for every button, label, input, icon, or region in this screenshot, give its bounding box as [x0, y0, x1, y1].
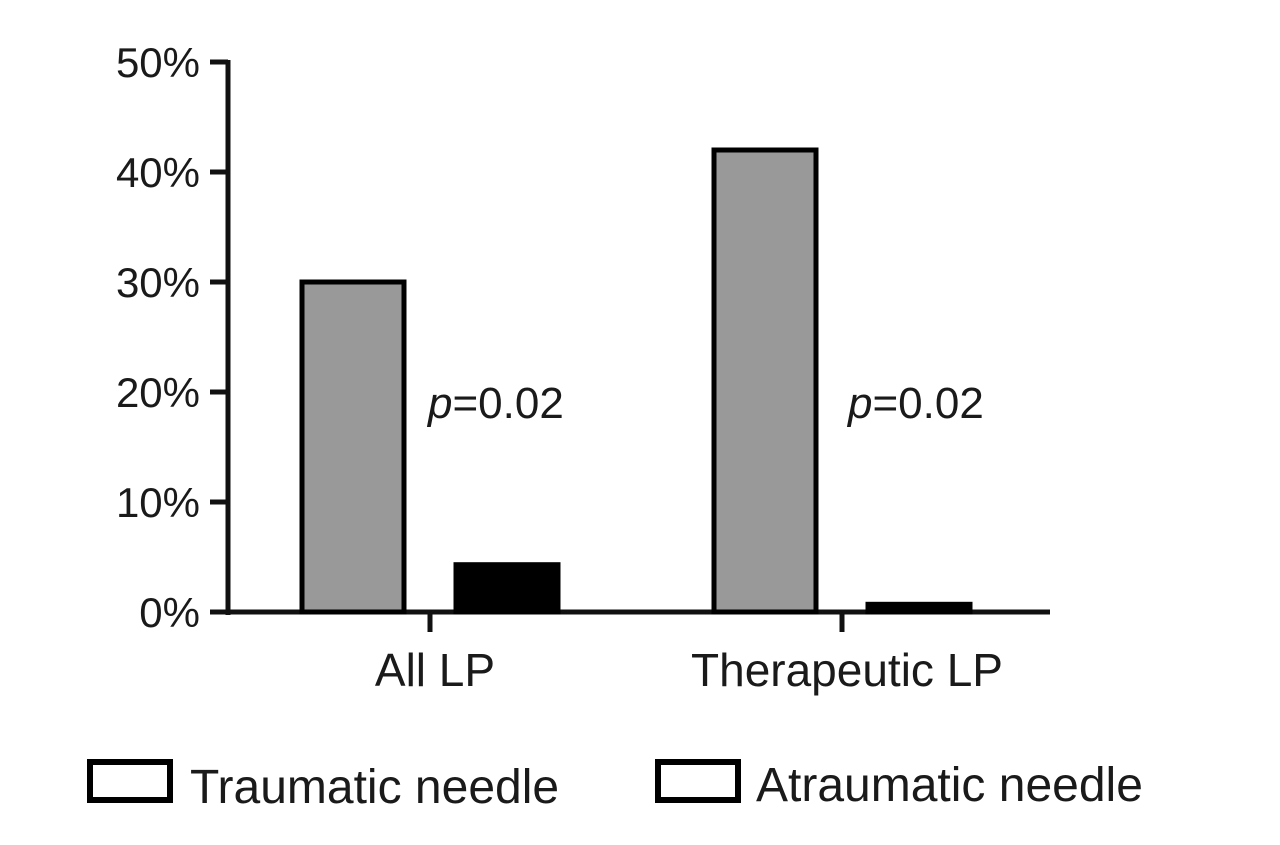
p-value-text: =0.02 [872, 379, 983, 428]
bar-atraumatic-needle-all-lp [453, 562, 561, 615]
p-value-annotation: p=0.02 [426, 379, 564, 428]
x-category-label: All LP [375, 644, 495, 696]
bar-atraumatic-needle-therapeutic-lp [865, 601, 973, 615]
bars [299, 147, 973, 615]
p-value-symbol: p [846, 379, 872, 428]
y-tick-label: 40% [116, 149, 200, 196]
legend-label: Traumatic needle [190, 761, 559, 814]
y-tick-label: 50% [116, 39, 200, 86]
y-tick-label: 30% [116, 259, 200, 306]
p-value-symbol: p [426, 379, 452, 428]
bar-traumatic-needle-all-lp [299, 279, 407, 615]
x-category-label: Therapeutic LP [691, 644, 1003, 696]
legend-swatch [87, 759, 173, 803]
legend-label: Atraumatic needle [756, 759, 1143, 812]
p-value-text: =0.02 [452, 379, 563, 428]
bar-traumatic-needle-therapeutic-lp [711, 147, 819, 615]
legend-swatch [655, 759, 741, 803]
legend: Traumatic needle Atraumatic needle [87, 759, 1143, 814]
labels: 0%10%20%30%40%50%All LP Therapeutic LPp=0… [116, 39, 1003, 696]
p-value-annotation: p=0.02 [846, 379, 984, 428]
y-tick-label: 20% [116, 369, 200, 416]
y-tick-label: 0% [139, 589, 200, 636]
y-tick-label: 10% [116, 479, 200, 526]
